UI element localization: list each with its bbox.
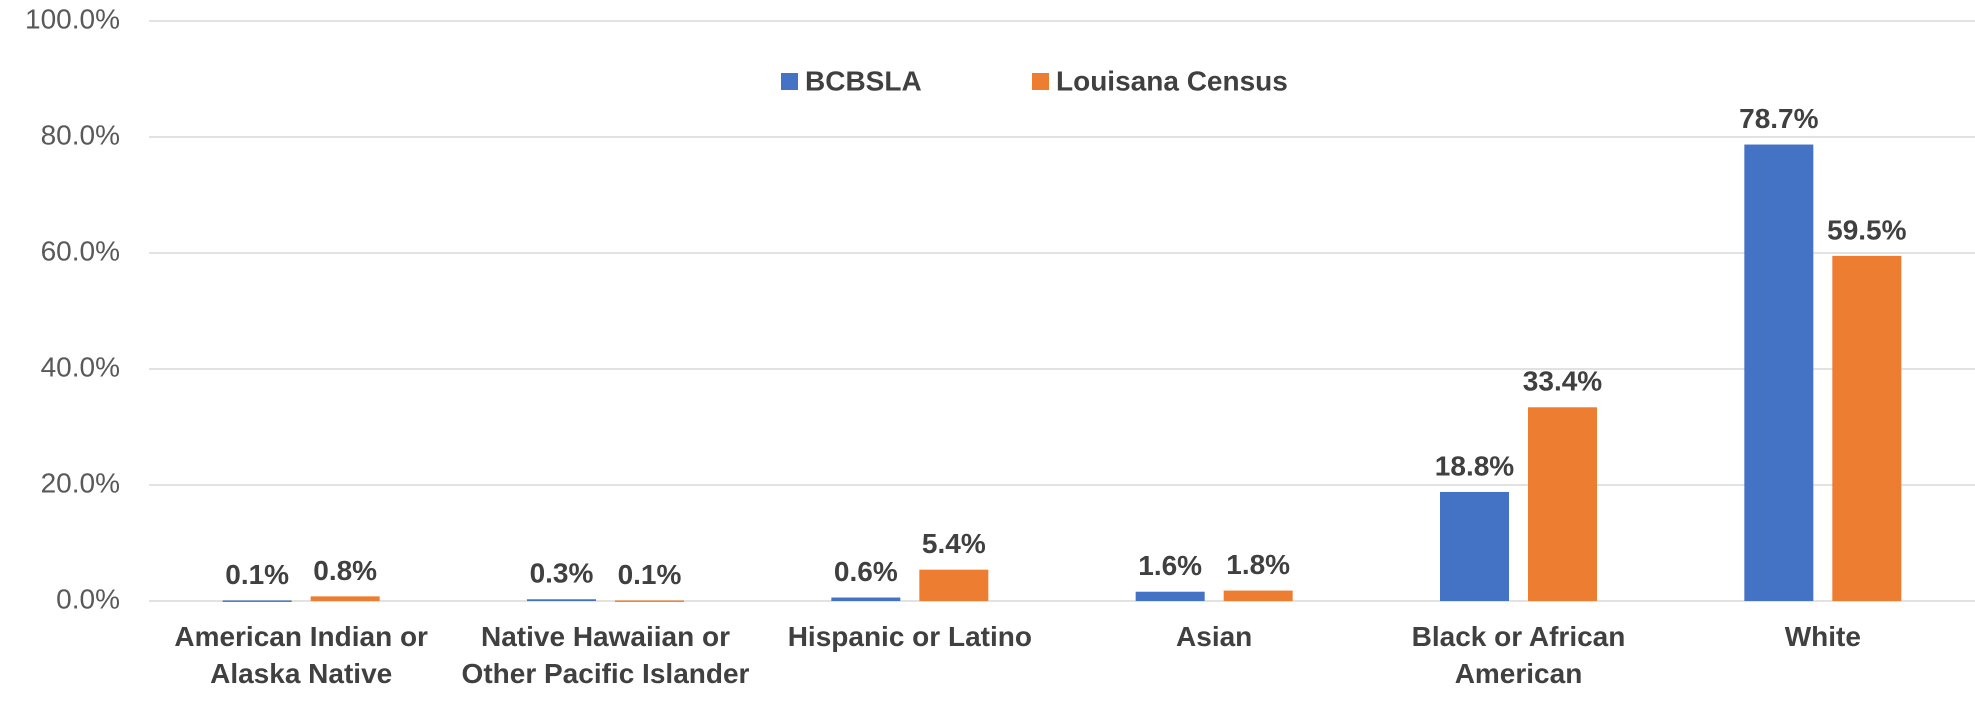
x-tick-label: Black or African American — [1412, 621, 1626, 689]
bar — [1744, 144, 1814, 602]
data-label: 0.6% — [834, 556, 898, 587]
data-label: 0.8% — [313, 555, 377, 586]
data-label: 0.1% — [618, 559, 682, 590]
bar — [1832, 255, 1902, 601]
bar — [1135, 591, 1205, 601]
bar — [310, 596, 380, 601]
data-label: 0.1% — [225, 559, 289, 590]
data-label: 1.8% — [1226, 549, 1290, 580]
x-tick-label: Hispanic or Latino — [788, 621, 1032, 652]
legend-label: BCBSLA — [805, 65, 922, 96]
x-tick-label: Native Hawaiian or Other Pacific Islander — [462, 621, 750, 689]
x-tick-label: American Indian or Alaska Native — [174, 621, 428, 689]
y-tick-label: 100.0% — [25, 3, 120, 34]
y-tick-label: 40.0% — [41, 351, 120, 382]
data-label: 78.7% — [1739, 103, 1818, 134]
bar — [919, 569, 989, 601]
bar — [222, 600, 292, 602]
data-label: 33.4% — [1523, 366, 1602, 397]
bar — [1528, 407, 1597, 601]
data-label: 1.6% — [1138, 550, 1202, 581]
bar — [1223, 590, 1293, 601]
y-tick-label: 20.0% — [41, 467, 120, 498]
y-tick-label: 80.0% — [41, 119, 120, 150]
bar — [1440, 491, 1509, 601]
bar — [527, 599, 596, 601]
data-label: 5.4% — [922, 528, 986, 559]
x-tick-label: Asian — [1176, 621, 1252, 652]
data-label: 18.8% — [1435, 450, 1514, 481]
data-label: 59.5% — [1827, 214, 1906, 245]
legend-label: Louisana Census — [1056, 65, 1288, 96]
data-label: 0.3% — [530, 558, 594, 589]
y-tick-label: 0.0% — [56, 583, 120, 614]
legend-swatch — [781, 73, 798, 90]
bar — [615, 600, 684, 602]
y-tick-label: 60.0% — [41, 235, 120, 266]
x-tick-label: White — [1785, 621, 1861, 652]
legend-swatch — [1032, 73, 1049, 90]
bar — [831, 597, 901, 601]
